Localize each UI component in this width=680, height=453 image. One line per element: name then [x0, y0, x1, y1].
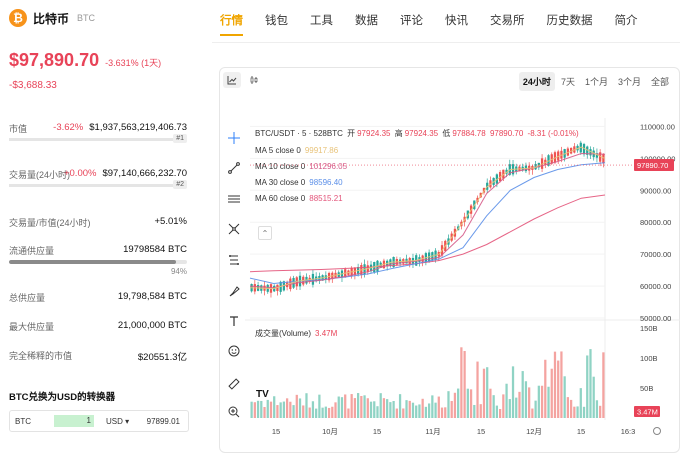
rank-badge: #1: [173, 134, 187, 143]
stat-label: 总供应量: [9, 293, 46, 303]
supply-pct: 94%: [170, 267, 187, 276]
line-chart-icon[interactable]: [223, 72, 241, 88]
rank-bar: [9, 138, 175, 141]
stat-label: 最大供应量: [9, 322, 55, 332]
stat-volume: 交易量(24小时) +0.00% $97,140,666,232.70 #2: [9, 168, 187, 194]
stat-pct: +0.00%: [63, 168, 97, 179]
rank-bar: [9, 184, 175, 187]
tab-intro[interactable]: 简介: [614, 15, 638, 27]
rank-badge: #2: [173, 180, 187, 189]
trendline-icon[interactable]: [223, 158, 245, 178]
stat-value: 21,000,000 BTC: [117, 320, 187, 331]
ma60-legend: MA 60 close 0 88515.21: [255, 194, 343, 203]
stat-value: 19,798,584 BTC: [117, 291, 187, 302]
range-all[interactable]: 全部: [650, 77, 669, 87]
range-1m[interactable]: 1个月: [584, 77, 608, 87]
stat-value: $1,937,563,219,406.73: [89, 122, 187, 133]
converter-amount-input[interactable]: 1: [54, 415, 94, 427]
drawing-toolbar: [223, 126, 245, 426]
stat-value: $97,140,666,232.70: [102, 168, 187, 179]
stat-label: 流通供应量: [9, 246, 55, 256]
price-row: $97,890.70 -3.631% (1天): [9, 50, 161, 71]
ma5-legend: MA 5 close 0 99917.86: [255, 146, 339, 155]
volume-value: 3.47M: [315, 329, 338, 338]
open-value: 97924.35: [357, 129, 391, 138]
stat-label: 交易量(24小时): [9, 170, 71, 180]
stat-vol-mcap: 交易量/市值(24小时) +5.01%: [9, 216, 187, 230]
stat-label: 完全稀释的市值: [9, 351, 73, 361]
ma30-legend: MA 30 close 0 98596.40: [255, 178, 343, 187]
tab-comments[interactable]: 评论: [400, 15, 423, 27]
change-value: -8.31 (-0.01%): [527, 129, 579, 138]
converter-currency-select[interactable]: USD ▾: [106, 416, 130, 426]
stat-max-supply: 最大供应量 21,000,000 BTC: [9, 320, 187, 334]
chart-view-toggle: [223, 72, 263, 88]
price-change-abs: -$3,688.33: [9, 80, 57, 91]
horizontal-lines-icon[interactable]: [223, 189, 245, 209]
tab-exchanges[interactable]: 交易所: [490, 15, 525, 27]
tab-history[interactable]: 历史数据: [546, 15, 593, 27]
stat-label: 市值: [9, 124, 28, 134]
crosshair-icon[interactable]: [223, 128, 245, 148]
stat-total-supply: 总供应量 19,798,584 BTC: [9, 291, 187, 305]
coin-symbol: BTC: [77, 13, 96, 23]
bitcoin-logo-icon: ₿: [9, 9, 27, 27]
converter-from: BTC: [15, 416, 31, 426]
chart-legend: BTC/USDT · 5 · 528BTC 开 97924.35 高 97924.3…: [255, 128, 581, 207]
brush-icon[interactable]: [223, 281, 245, 301]
nav-divider: [212, 42, 680, 43]
zoom-in-icon[interactable]: [223, 402, 245, 422]
emoji-icon[interactable]: [223, 341, 245, 361]
stat-value: $20551.3亿: [137, 352, 187, 363]
range-24h[interactable]: 24小时: [518, 72, 555, 91]
supply-progress-bar: [9, 260, 187, 264]
chevron-up-icon[interactable]: ⌃: [258, 226, 272, 240]
tab-market[interactable]: 行情: [220, 12, 243, 36]
time-range-selector: 24小时 7天 1个月 3个月 全部: [518, 72, 673, 91]
text-icon[interactable]: [223, 311, 245, 331]
price-change-pct: -3.631% (1天): [105, 58, 162, 68]
tab-news[interactable]: 快讯: [445, 15, 468, 27]
tab-wallet[interactable]: 钱包: [265, 15, 288, 27]
pattern-icon[interactable]: [223, 219, 245, 239]
range-3m[interactable]: 3个月: [617, 77, 641, 87]
stat-fdv: 完全稀释的市值 $20551.3亿: [9, 349, 187, 363]
stat-market-cap: 市值 -3.62% $1,937,563,219,406.73 #1: [9, 122, 187, 148]
measure-icon[interactable]: [223, 250, 245, 270]
coin-name: 比特币: [33, 11, 70, 26]
converter-result: 97899.01: [146, 416, 180, 426]
pair-label: BTC/USDT · 5 · 528BTC: [255, 129, 343, 138]
stat-pct: -3.62%: [53, 122, 84, 133]
tab-tools[interactable]: 工具: [310, 15, 333, 27]
current-price: $97,890.70: [9, 50, 100, 70]
range-7d[interactable]: 7天: [560, 77, 575, 87]
ohlc-row: BTC/USDT · 5 · 528BTC 开 97924.35 高 97924.3…: [255, 129, 579, 138]
stat-label: 交易量/市值(24小时): [9, 218, 91, 228]
tab-data[interactable]: 数据: [355, 15, 378, 27]
stat-value: +5.01%: [154, 216, 188, 227]
tradingview-logo: TV: [256, 389, 269, 400]
close-value: 97890.70: [489, 129, 524, 138]
chart-card: [219, 67, 680, 453]
volume-legend: 成交量(Volume) 3.47M: [255, 329, 338, 338]
main-tabs: 行情 钱包 工具 数据 评论 快讯 交易所 历史数据 简介: [220, 12, 660, 36]
supply-progress-fill: [9, 260, 177, 264]
coin-header: ₿ 比特币 BTC: [9, 9, 95, 27]
ruler-icon[interactable]: [223, 374, 245, 394]
candlestick-icon[interactable]: [245, 72, 263, 88]
stat-circulating-supply: 流通供应量 19798584 BTC 94%: [9, 244, 187, 276]
stat-value: 19798584 BTC: [123, 244, 187, 255]
ma10-legend: MA 10 close 0 101296.05: [255, 162, 348, 171]
low-value: 97884.78: [452, 129, 486, 138]
coin-info-panel: ₿ 比特币 BTC $97,890.70 -3.631% (1天) -$3,68…: [0, 0, 200, 453]
high-value: 97924.35: [404, 129, 439, 138]
converter-title: BTC兑换为USD的转换器: [9, 392, 116, 403]
currency-converter: BTC 1 USD ▾ 97899.01: [9, 410, 189, 432]
